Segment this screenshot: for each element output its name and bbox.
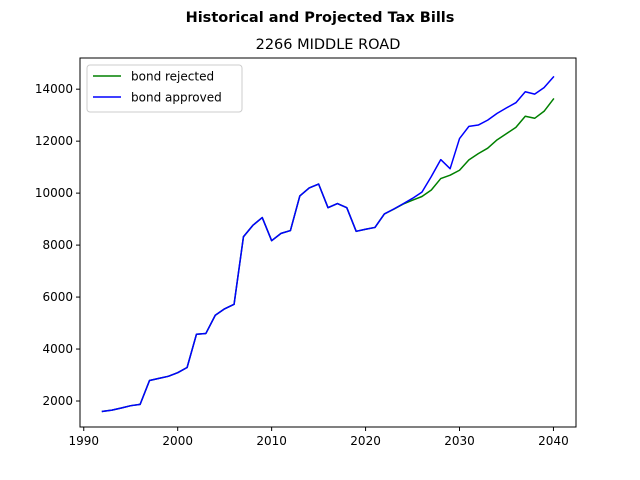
plot-lines xyxy=(101,75,555,413)
x-tick-label: 2000 xyxy=(162,434,193,448)
y-tick-label: 6000 xyxy=(42,290,73,304)
x-tick-label: 1990 xyxy=(68,434,99,448)
series-line-1 xyxy=(101,75,555,413)
x-tick-label: 2020 xyxy=(350,434,381,448)
x-tick-label: 2030 xyxy=(444,434,475,448)
legend-box xyxy=(86,64,243,113)
x-tick-label: 2040 xyxy=(538,434,569,448)
y-tick-label: 12000 xyxy=(35,134,73,148)
y-tick-label: 10000 xyxy=(35,186,73,200)
y-tick-label: 2000 xyxy=(42,394,73,408)
y-tick-label: 14000 xyxy=(35,82,73,96)
y-tick-label: 4000 xyxy=(42,342,73,356)
chart-suptitle: Historical and Projected Tax Bills xyxy=(186,10,455,26)
legend: bond rejected bond approved xyxy=(86,64,243,113)
x-axis-ticks: 1990 2000 2010 2020 2030 2040 xyxy=(68,427,569,448)
y-axis-ticks: 2000 4000 6000 8000 10000 12000 14000 xyxy=(35,82,80,408)
x-tick-label: 2010 xyxy=(256,434,287,448)
plot-frame xyxy=(79,57,577,428)
legend-label-0: bond rejected xyxy=(131,70,214,84)
legend-label-1: bond approved xyxy=(131,91,222,105)
y-tick-label: 8000 xyxy=(42,238,73,252)
chart-title: 2266 MIDDLE ROAD xyxy=(256,37,401,53)
